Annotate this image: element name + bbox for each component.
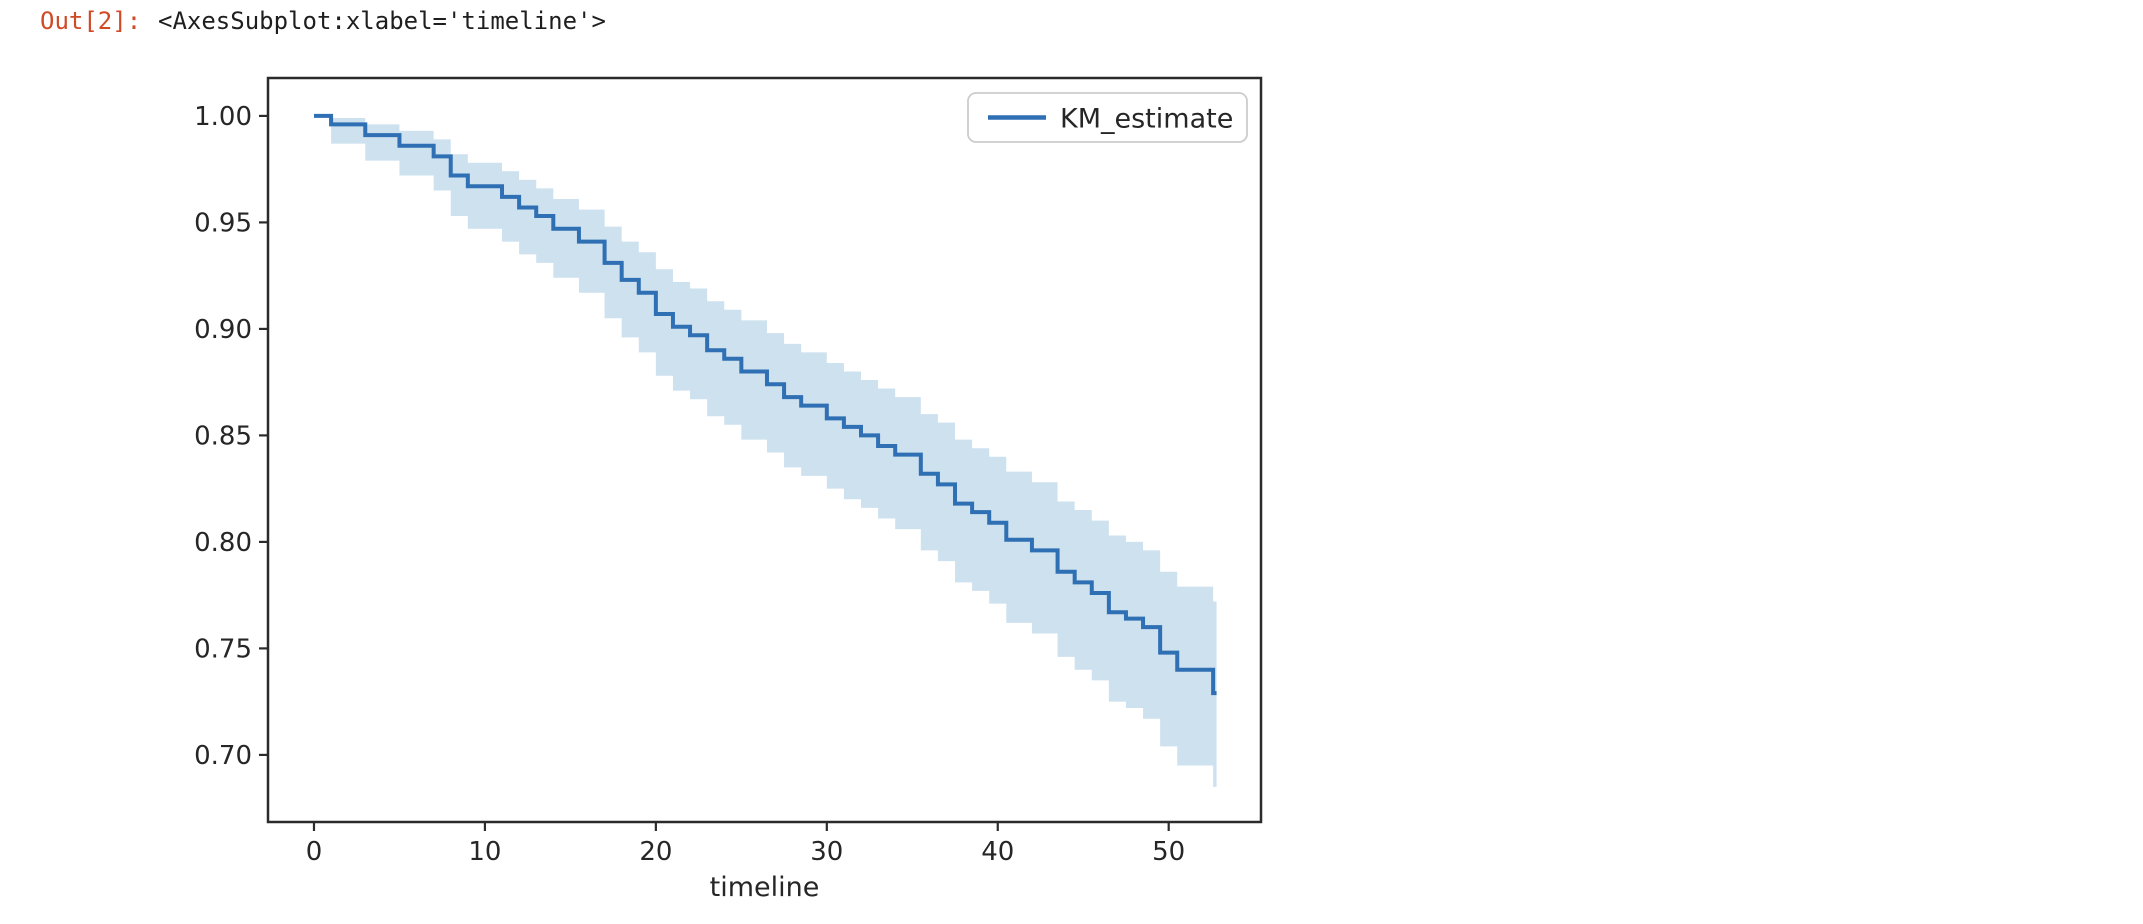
x-tick-label: 30: [810, 837, 843, 867]
y-tick-label: 0.90: [194, 315, 252, 345]
x-tick-label: 20: [639, 837, 672, 867]
x-axis-label: timeline: [710, 872, 820, 903]
x-tick-label: 40: [981, 837, 1014, 867]
y-tick-label: 0.85: [194, 421, 252, 451]
y-tick-label: 0.75: [194, 634, 252, 664]
km-step-line: [313, 113, 1217, 696]
y-tick-label: 0.80: [194, 528, 252, 558]
x-tick-label: 10: [468, 837, 501, 867]
x-tick-label: 0: [306, 837, 323, 867]
axes-repr-text: <AxesSubplot:xlabel='timeline'>: [158, 7, 606, 35]
confidence-band: [313, 115, 1217, 787]
axes-frame: [266, 76, 1263, 824]
y-tick-label: 0.70: [194, 741, 252, 771]
y-tick-label: 1.00: [194, 102, 252, 132]
y-tick-label: 0.95: [194, 208, 252, 238]
x-tick-label: 50: [1152, 837, 1185, 867]
legend-label: KM_estimate: [1060, 104, 1233, 135]
out-prompt-label: Out[2]:: [40, 7, 142, 35]
legend-box: [967, 92, 1248, 143]
